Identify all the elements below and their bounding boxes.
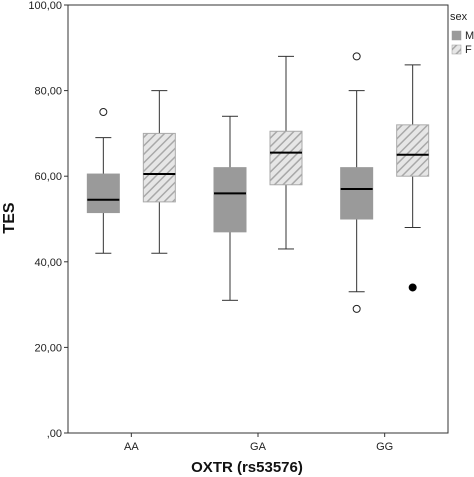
- box-GA-M: [213, 115, 247, 301]
- box-GA-F: [269, 55, 303, 250]
- y-axis: ,00 20,00 40,00 60,00 80,00 100,00: [28, 0, 68, 440]
- extreme-point: [408, 283, 417, 292]
- legend-label-F: F: [465, 44, 472, 56]
- box-AA-M: [86, 108, 120, 254]
- legend-label-M: M: [465, 30, 474, 42]
- y-axis-title: TES: [1, 202, 18, 233]
- legend-swatch-F: [451, 44, 462, 55]
- x-axis-title: OXTR (rs53576): [191, 459, 303, 476]
- box-iqr: [269, 130, 303, 186]
- box-iqr: [86, 173, 120, 214]
- x-tick-label: GG: [376, 441, 393, 453]
- box-series: [86, 52, 430, 313]
- box-iqr: [340, 167, 374, 220]
- legend: sex MF: [450, 11, 474, 56]
- y-tick-label: 20,00: [34, 342, 62, 354]
- outlier-point: [99, 108, 108, 116]
- box-GG-F: [396, 64, 430, 292]
- x-tick-label: GA: [250, 441, 267, 453]
- y-tick-label: 40,00: [34, 257, 62, 269]
- outlier-point: [352, 52, 361, 61]
- y-tick-label: 60,00: [34, 171, 62, 183]
- box-GG-M: [340, 52, 374, 313]
- outlier-point: [352, 304, 361, 313]
- legend-title: sex: [450, 11, 468, 23]
- y-tick-label: 80,00: [34, 86, 62, 98]
- plot-frame: [67, 4, 449, 434]
- y-tick-label: ,00: [47, 428, 62, 440]
- box-iqr: [396, 124, 430, 177]
- box-iqr: [213, 167, 247, 233]
- x-axis: AA GA GG: [124, 433, 393, 453]
- box-iqr: [142, 132, 176, 203]
- y-tick-label: 100,00: [28, 0, 62, 12]
- x-tick-label: AA: [124, 441, 139, 453]
- box-AA-F: [142, 90, 176, 254]
- legend-swatch-M: [451, 30, 462, 41]
